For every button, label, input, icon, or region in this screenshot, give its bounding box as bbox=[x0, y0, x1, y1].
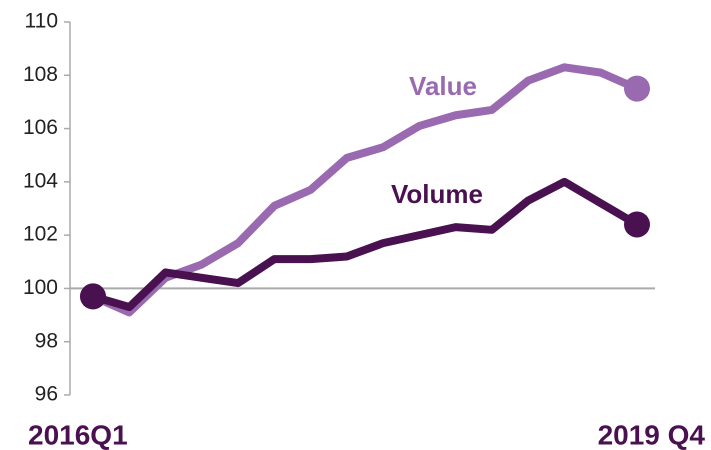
series-line bbox=[91, 177, 640, 312]
series-label: Volume bbox=[391, 179, 483, 209]
x-tick-label: 2019 Q4 bbox=[598, 419, 706, 450]
end-marker bbox=[624, 211, 650, 238]
y-tick-label: 102 bbox=[23, 223, 58, 246]
series-label: Value bbox=[409, 71, 477, 101]
end-marker bbox=[80, 283, 106, 310]
y-tick-label: 108 bbox=[23, 63, 58, 86]
x-tick-label: 2016Q1 bbox=[28, 419, 128, 450]
y-tick-label: 96 bbox=[35, 383, 58, 406]
end-marker bbox=[624, 75, 650, 102]
y-tick-label: 104 bbox=[23, 169, 58, 192]
y-tick-label: 100 bbox=[23, 276, 58, 299]
y-tick-label: 98 bbox=[35, 329, 58, 352]
y-tick-label: 110 bbox=[25, 10, 58, 33]
y-tick-label: 106 bbox=[23, 116, 58, 139]
